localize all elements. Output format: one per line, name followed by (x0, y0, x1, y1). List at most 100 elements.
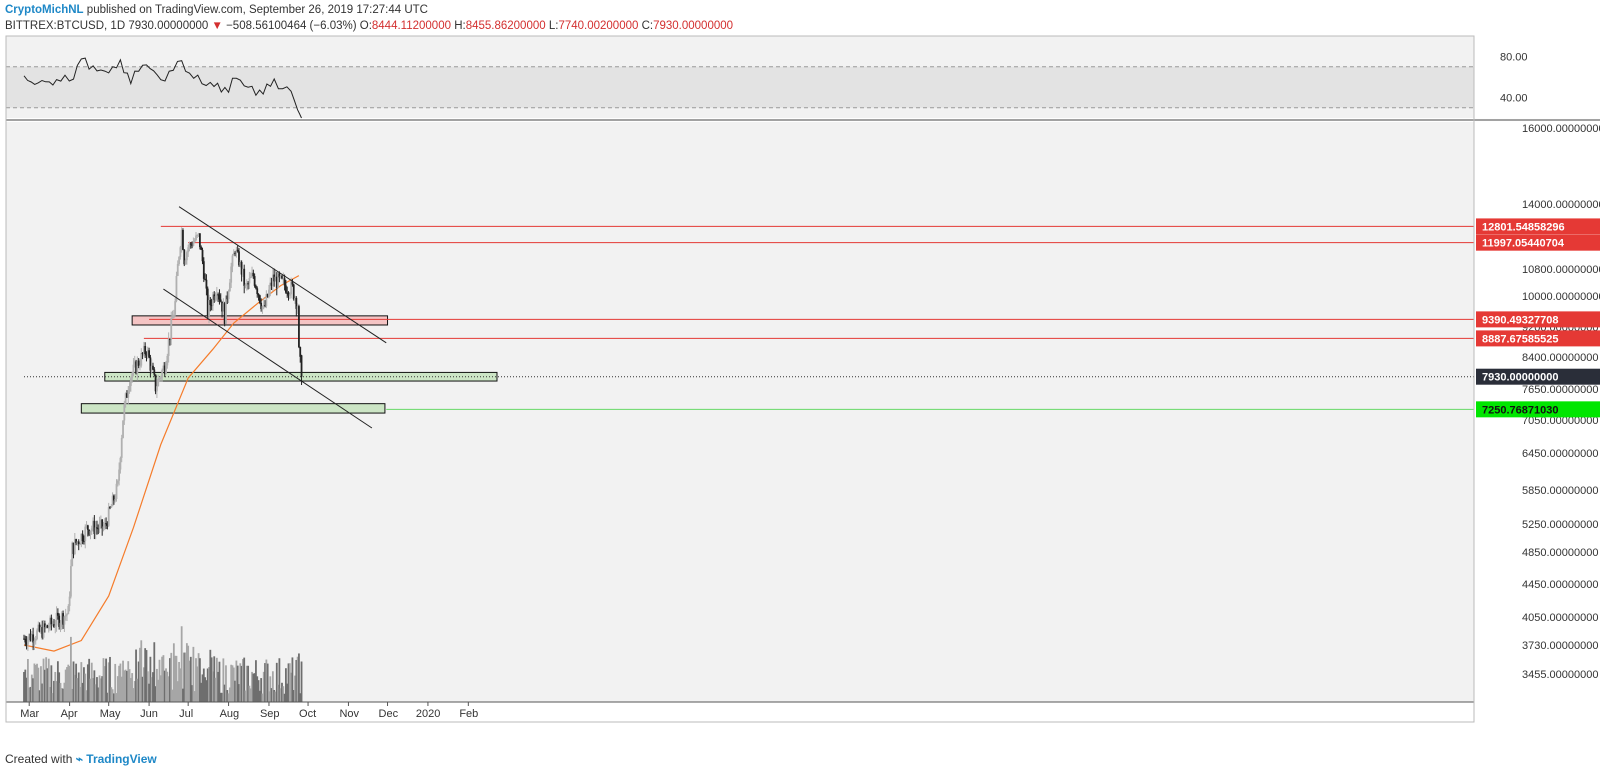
volume-bar (171, 689, 174, 702)
time-tick-label: Feb (459, 708, 478, 720)
volume-bar (75, 663, 78, 702)
candle-body (93, 520, 96, 535)
volume-bar (89, 678, 92, 702)
candle-body (188, 243, 191, 248)
volume-bar (213, 656, 216, 702)
volume-bar (270, 688, 273, 702)
candle-body (300, 355, 303, 377)
volume-bar (279, 688, 282, 702)
volume-bar (42, 658, 45, 702)
volume-bar (66, 667, 68, 702)
volume-bar (92, 677, 94, 702)
volume-bar (60, 688, 63, 702)
volume-bar (235, 660, 238, 702)
time-tick-label: May (100, 708, 121, 720)
candle-body (238, 251, 240, 266)
candle-body (38, 624, 41, 632)
volume-bar (261, 693, 264, 702)
volume-bar (205, 680, 208, 702)
volume-bar (288, 663, 291, 702)
volume-bar (239, 663, 242, 702)
candle-body (43, 623, 46, 628)
candle-body (170, 318, 173, 340)
level-tag-label: 8887.67585525 (1482, 333, 1558, 345)
candle-body (294, 297, 296, 300)
candle-body (271, 274, 274, 286)
time-tick-label: Nov (339, 708, 359, 720)
candle-body (202, 261, 205, 279)
volume-bar (255, 660, 257, 702)
candle-body (145, 353, 148, 356)
candle-body (252, 272, 255, 277)
candle-body (148, 350, 150, 358)
level-tag (1476, 311, 1600, 328)
volume-bar (47, 658, 50, 702)
candle-body (270, 282, 273, 286)
volume-bar (148, 683, 150, 702)
trendline-lower (163, 288, 373, 429)
candle-body (225, 295, 227, 324)
candle-body (133, 361, 136, 365)
candle-body (47, 627, 50, 629)
candle-body (226, 295, 229, 300)
candle-body (51, 624, 54, 626)
author-link[interactable]: CryptoMichNL (5, 4, 84, 16)
volume-bar (152, 672, 154, 702)
candle-body (185, 252, 188, 261)
volume-bar (111, 689, 114, 702)
candle-body (137, 360, 140, 366)
volume-bar (37, 667, 40, 702)
candle-body (83, 541, 85, 543)
candle-body (123, 404, 126, 421)
candle-body (255, 285, 257, 289)
candle-body (113, 495, 115, 501)
price-tick-label: 14000.00000000 (1522, 199, 1600, 211)
candle-body (218, 294, 221, 300)
volume-bar (170, 652, 173, 702)
price-tick-label: 5850.00000000 (1522, 485, 1598, 497)
candle-body (192, 242, 195, 246)
volume-bar (257, 680, 260, 702)
candle-body (163, 365, 166, 374)
volume-bar (128, 669, 131, 702)
candle-body (144, 346, 147, 354)
close-label: C: (641, 20, 654, 32)
candle-body (247, 283, 250, 285)
candle-body (282, 278, 285, 280)
volume-bar (262, 671, 265, 702)
volume-bar (145, 650, 148, 702)
candle-body (107, 507, 110, 526)
volume-bar (33, 663, 36, 702)
volume-bar (157, 679, 160, 702)
time-tick-label: Dec (379, 708, 399, 720)
candle-body (105, 523, 107, 525)
volume-bar (126, 670, 128, 702)
volume-bar (172, 643, 175, 702)
candle-body (205, 279, 208, 289)
down-triangle-icon: ▼ (211, 20, 223, 32)
volume-bar (109, 656, 111, 702)
candle-body (169, 338, 171, 340)
candle-body (268, 289, 270, 297)
candle-body (152, 365, 154, 370)
volume-bar (136, 678, 139, 702)
price-pane (6, 122, 1474, 702)
volume-bar (131, 673, 134, 702)
volume-bar (271, 671, 274, 702)
level-tag (1476, 218, 1600, 235)
candle-body (234, 252, 236, 254)
candle-body (222, 303, 225, 312)
candle-body (88, 529, 91, 535)
level-tag (1476, 401, 1600, 418)
price-tick-label: 3455.00000000 (1522, 669, 1598, 681)
volume-bar (281, 682, 283, 702)
candle-body (99, 519, 102, 523)
rsi-line (23, 57, 302, 119)
candle-body (28, 633, 31, 639)
candle-body (64, 615, 67, 617)
tradingview-brand[interactable]: TradingView (86, 752, 157, 766)
volume-bar (165, 668, 167, 702)
price-tick-label: 10800.00000000 (1522, 264, 1600, 276)
volume-bar (93, 670, 96, 702)
